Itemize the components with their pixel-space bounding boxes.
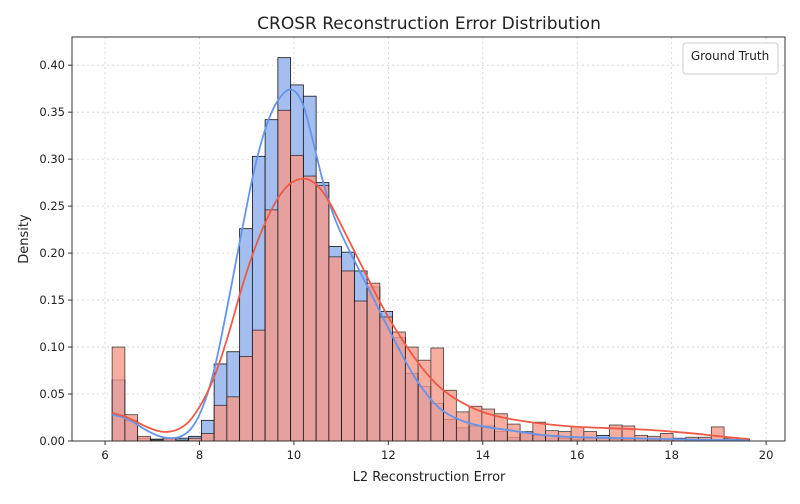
histogram-bar [137,435,151,442]
y-tick-label: 0.40 [39,58,65,72]
x-tick-label: 16 [570,448,585,462]
histogram-bar [506,423,521,442]
axis-ticks: 6 8 10 12 14 16 18 20 0.00 0.05 0.10 0.15 0.20 0.25 0.… [39,58,773,462]
y-tick-label: 0.10 [39,340,65,354]
histogram-bar [239,356,253,442]
y-tick-label: 0.15 [39,293,65,307]
kde-curve-2 [111,177,750,441]
histogram-bar [455,411,470,442]
histogram-bar [302,175,317,442]
y-axis-label: Density [17,214,32,264]
histogram-bars [111,57,750,442]
histogram-bar [583,431,597,442]
histogram-bar [417,359,432,442]
plot-frame [71,36,786,442]
histogram-bar [213,404,228,442]
y-tick-label: 0.35 [39,105,65,119]
x-tick-label: 14 [475,448,490,462]
kde-curves [111,88,750,441]
histogram-bar [532,421,547,442]
chart-title: CROSR Reconstruction Error Distribution [257,14,601,34]
histogram-bar [341,270,355,442]
x-tick-label: 10 [287,448,302,462]
x-axis-label: L2 Reconstruction Error [353,470,506,485]
histogram-bar [353,300,368,442]
legend: Ground Truth [682,42,779,75]
histogram-bar [570,426,585,442]
y-tick-label: 0.30 [39,152,65,166]
bar-series-2 [111,109,750,442]
y-tick-label: 0.05 [39,387,65,401]
histogram-bar [328,256,343,442]
histogram-bar [277,109,292,442]
histogram-bar [710,426,725,442]
histogram-bar [290,154,304,442]
legend-box [682,42,779,75]
histogram-bar [315,185,330,442]
histogram-bar [111,346,126,442]
y-tick-label: 0.25 [39,199,65,213]
x-tick-label: 6 [101,448,108,462]
y-tick-label: 0.00 [39,434,65,448]
x-tick-label: 18 [664,448,679,462]
histogram-bar [379,316,394,442]
histogram-bar [251,329,266,442]
histogram-bar [264,209,279,442]
y-tick-label: 0.20 [39,246,65,260]
legend-title: Ground Truth [691,49,769,63]
x-tick-label: 12 [381,448,396,462]
x-tick-label: 20 [759,448,774,462]
kde-curve-1 [111,88,750,441]
x-tick-label: 8 [196,448,203,462]
histogram-bar [200,433,215,442]
histogram-bar [226,396,241,442]
histogram-bar [430,347,445,442]
